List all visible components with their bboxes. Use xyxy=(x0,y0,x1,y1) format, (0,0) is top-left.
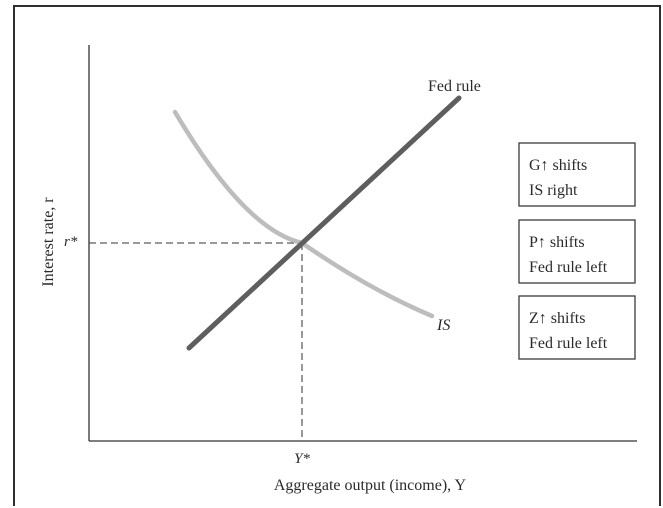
fed-rule-label: Fed rule xyxy=(428,78,481,95)
annotation-line: IS right xyxy=(529,182,578,199)
annotation-box-p: P↑ shifts Fed rule left xyxy=(518,219,636,284)
annotation-line: Fed rule left xyxy=(529,259,608,276)
x-tick-label: Y* xyxy=(294,451,310,467)
y-tick-label: r* xyxy=(64,234,78,250)
is-label: IS xyxy=(436,317,450,334)
y-axis-label: Interest rate, r xyxy=(40,197,57,287)
annotation-line: G↑ shifts xyxy=(529,157,587,174)
x-axis-label: Aggregate output (income), Y xyxy=(274,477,467,494)
annotation-line: P↑ shifts xyxy=(529,234,585,251)
fed-rule-line xyxy=(186,95,462,351)
frame xyxy=(13,5,661,506)
annotation-box-g: G↑ shifts IS right xyxy=(518,142,636,207)
annotation-line: Z↑ shifts xyxy=(529,310,585,327)
annotation-box-z: Z↑ shifts Fed rule left xyxy=(518,295,636,360)
is-curve xyxy=(172,109,435,319)
annotation-line: Fed rule left xyxy=(529,335,608,352)
